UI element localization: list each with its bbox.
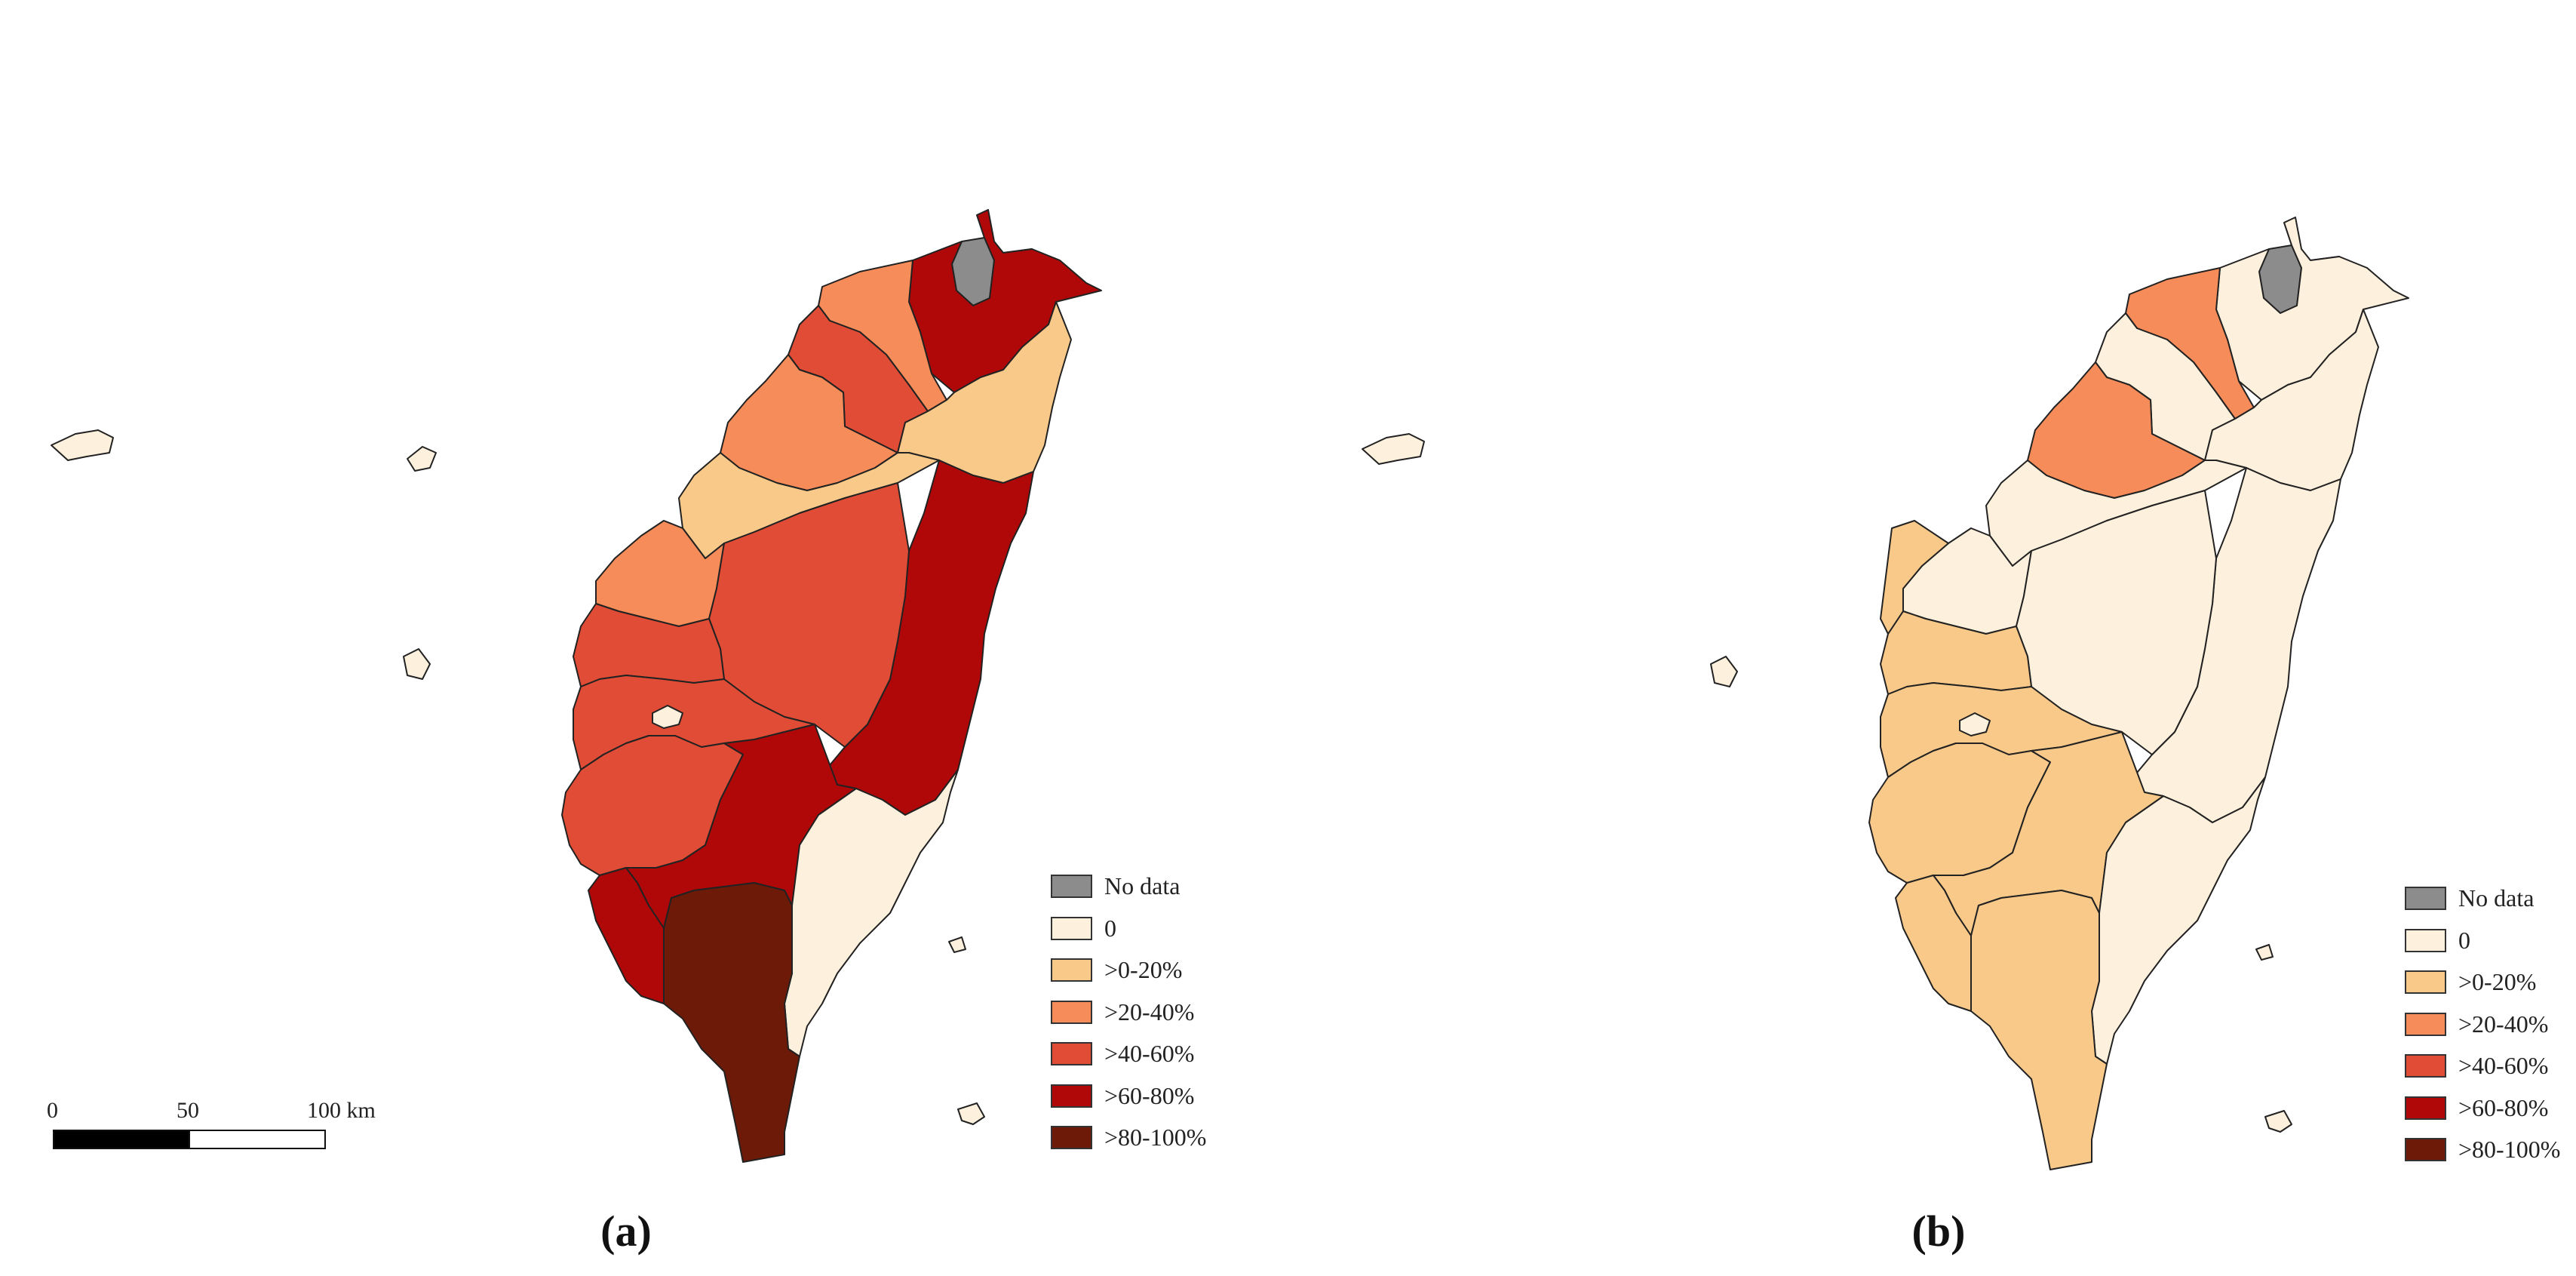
legend-label: >60-80%: [2458, 1093, 2549, 1121]
legend-swatch-0: [2405, 928, 2446, 952]
map-panel-a: No data 0 >0-20% >20-40% >40-60% >60-80%…: [47, 209, 1206, 1256]
legend-label: >80-100%: [1104, 1124, 1207, 1151]
legend-swatch-20-40: [2405, 1012, 2446, 1036]
legend-label: >0-20%: [2458, 968, 2537, 996]
legend-swatch-80-100: [2405, 1138, 2446, 1162]
caption-b: (b): [1911, 1207, 1966, 1256]
legend-item: >80-100%: [2405, 1129, 2560, 1171]
legend-item: 0: [1051, 908, 1206, 950]
region-kaohsiung-coast: [1895, 875, 1972, 1012]
legend-item: >60-80%: [2405, 1087, 2560, 1130]
legend-item: 0: [2405, 920, 2560, 962]
legend-a: No data 0 >0-20% >20-40% >40-60% >60-80%…: [1051, 866, 1206, 1159]
legend-swatch-40-60: [2405, 1054, 2446, 1078]
legend-item: No data: [1051, 866, 1206, 908]
legend-swatch-60-80: [1051, 1084, 1092, 1108]
island-penghu-main: [51, 429, 114, 461]
region-taitung: [2091, 776, 2266, 1065]
legend-item: >40-60%: [1051, 1033, 1206, 1075]
region-pingtung: [1970, 890, 2108, 1170]
legend-swatch-20-40: [1051, 1000, 1092, 1024]
legend-swatch-60-80: [2405, 1096, 2446, 1120]
scale-bar: 0 50 100 km: [47, 1098, 379, 1166]
legend-item: >40-60%: [2405, 1045, 2560, 1087]
region-taitung: [784, 769, 959, 1057]
legend-label: >20-40%: [2458, 1010, 2549, 1038]
legend-label: No data: [2458, 884, 2535, 912]
taiwan-map-b: [1362, 217, 2409, 1170]
caption-a: (a): [600, 1207, 652, 1256]
legend-label: >0-20%: [1104, 956, 1183, 984]
region-chiayi-city: [652, 705, 683, 729]
legend-item: >20-40%: [2405, 1004, 2560, 1046]
island-green: [948, 936, 966, 953]
region-chiayi-city: [1959, 712, 1991, 736]
island-penghu-small: [1710, 656, 1738, 687]
scale-label-50: 50: [177, 1098, 199, 1123]
island-orchid: [957, 1102, 985, 1125]
legend-label: >40-60%: [1104, 1040, 1195, 1068]
legend-label: >60-80%: [1104, 1081, 1195, 1109]
legend-item: >20-40%: [1051, 992, 1206, 1034]
scale-bar-white: [189, 1130, 326, 1149]
legend-swatch-no-data: [1051, 875, 1092, 899]
island-orchid: [2264, 1110, 2292, 1133]
scale-label-100: 100 km: [307, 1098, 376, 1123]
legend-swatch-80-100: [1051, 1126, 1092, 1150]
scale-bar-black: [53, 1130, 190, 1149]
legend-swatch-0-20: [1051, 958, 1092, 982]
legend-item: >0-20%: [2405, 961, 2560, 1004]
taiwan-map-a: [51, 209, 1102, 1163]
region-yunlin: [1880, 520, 1949, 635]
region-kaohsiung-coast: [588, 867, 665, 1004]
region-pingtung: [663, 882, 800, 1163]
island-penghu-small: [403, 648, 431, 680]
legend-label: No data: [1104, 872, 1181, 900]
region-new-taipei: [2215, 217, 2409, 401]
island-green: [2255, 944, 2274, 961]
legend-item: >80-100%: [1051, 1117, 1206, 1159]
legend-swatch-no-data: [2405, 887, 2446, 911]
legend-label: 0: [2458, 926, 2470, 954]
legend-swatch-0: [1051, 916, 1092, 940]
legend-item: >0-20%: [1051, 949, 1206, 992]
legend-swatch-40-60: [1051, 1042, 1092, 1066]
island-penghu: [407, 446, 437, 472]
island-penghu-main: [1362, 433, 1425, 465]
legend-label: 0: [1104, 914, 1116, 942]
map-panel-b: No data 0 >0-20% >20-40% >40-60% >60-80%…: [1288, 0, 2576, 1276]
legend-item: >60-80%: [1051, 1075, 1206, 1118]
scale-label-0: 0: [47, 1098, 58, 1123]
legend-item: No data: [2405, 878, 2560, 920]
region-new-taipei: [908, 209, 1102, 393]
legend-swatch-0-20: [2405, 970, 2446, 995]
legend-label: >20-40%: [1104, 998, 1195, 1025]
legend-label: >80-100%: [2458, 1136, 2561, 1164]
legend-label: >40-60%: [2458, 1052, 2549, 1080]
legend-b: No data 0 >0-20% >20-40% >40-60% >60-80%…: [2405, 878, 2560, 1171]
